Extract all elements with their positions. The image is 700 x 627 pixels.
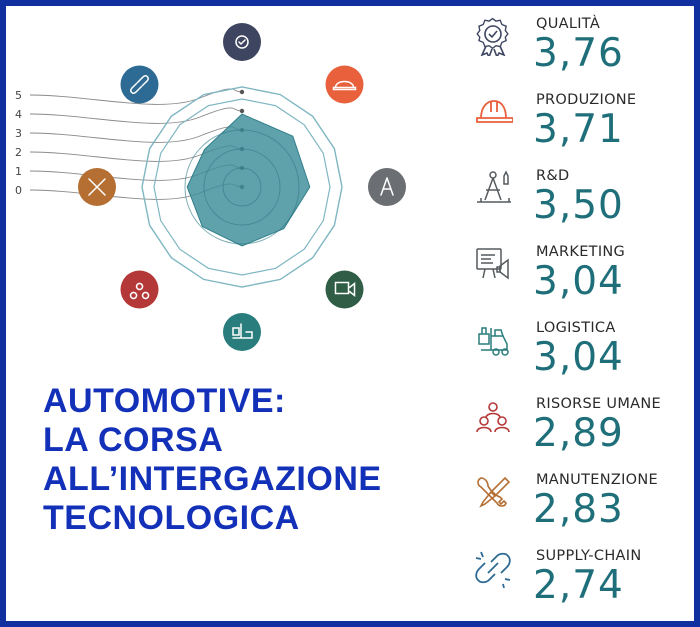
wrench-screwdriver-icon	[477, 476, 511, 508]
metric-produzione: PRODUZIONE 3,71	[473, 88, 688, 164]
headline: AUTOMOTIVE: LA CORSA ALL’INTERGAZIONE TE…	[43, 382, 382, 538]
grid-ring	[203, 148, 281, 226]
people-group-icon	[476, 402, 510, 433]
metric-value: 3,04	[533, 335, 624, 380]
metric-label: PRODUZIONE	[536, 92, 637, 108]
headline-line-1: AUTOMOTIVE:	[43, 382, 286, 420]
metric-manutenzione: MANUTENZIONE 2,83	[473, 468, 688, 544]
hard-hat-icon-glyph	[332, 80, 357, 91]
presentation-megaphone-icon	[476, 248, 509, 280]
tick-label: 1	[15, 165, 22, 178]
metric-logistica: LOGISTICA 3,04	[473, 316, 688, 392]
metric-marketing: MARKETING 3,04	[473, 240, 688, 316]
hard-hat-icon	[476, 100, 513, 123]
headline-line-3: ALL’INTERGAZIONE	[43, 460, 382, 498]
tick-guide-line	[29, 107, 243, 124]
metric-value: 3,50	[533, 183, 624, 228]
metric-value: 3,04	[533, 259, 624, 304]
compass-rocket-icon	[477, 170, 511, 203]
broken-chain-icon	[475, 551, 511, 588]
hard-hat-icon	[325, 65, 364, 104]
metric-value: 3,76	[533, 31, 624, 76]
metric-label: SUPPLY-CHAIN	[536, 548, 642, 564]
metric-label: MANUTENZIONE	[536, 472, 658, 488]
forklift-icon	[223, 313, 261, 351]
metric-value: 2,74	[533, 563, 624, 608]
metric-value: 2,83	[533, 487, 624, 532]
outer-ring	[141, 86, 343, 288]
metric-value: 2,89	[533, 411, 624, 456]
forklift-icon	[478, 327, 509, 356]
tick-point	[239, 89, 245, 95]
broken-chain-icon	[120, 65, 159, 104]
tick-label: 2	[15, 146, 22, 159]
tick-label: 5	[15, 89, 22, 102]
metric-value: 3,71	[533, 107, 624, 152]
metric-label: QUALITÀ	[536, 16, 601, 32]
rosette-check-icon-glyph	[235, 35, 249, 49]
infographic-panel	[6, 6, 694, 621]
broken-chain-icon-glyph	[130, 75, 149, 94]
metric-rd: R&D 3,50	[473, 164, 688, 240]
compass-rocket-icon-glyph	[380, 177, 394, 196]
metric-label: MARKETING	[536, 244, 626, 260]
presentation-megaphone-icon-glyph	[334, 281, 356, 298]
tick-label: 4	[15, 108, 22, 121]
metric-label: LOGISTICA	[536, 320, 616, 336]
people-group-icon-glyph	[129, 282, 150, 300]
metric-label: R&D	[536, 168, 570, 184]
presentation-megaphone-icon	[325, 270, 364, 309]
grid-ring	[184, 129, 300, 245]
metric-qualita: QUALITÀ 3,76	[473, 12, 688, 88]
rosette-check-icon	[476, 17, 509, 56]
forklift-icon-glyph	[232, 323, 253, 339]
tick-label: 3	[15, 127, 22, 140]
metric-supply-chain: SUPPLY-CHAIN 2,74	[473, 544, 688, 620]
headline-line-2: LA CORSA	[43, 421, 224, 459]
tick-guide-line	[29, 88, 243, 105]
headline-line-4: TECNOLOGICA	[43, 499, 300, 537]
grid-ring	[222, 167, 262, 207]
tick-label: 0	[15, 184, 22, 197]
metric-label: RISORSE UMANE	[536, 396, 661, 412]
compass-rocket-icon	[368, 168, 406, 206]
middle-ring	[153, 98, 331, 276]
radar-area	[186, 113, 311, 247]
tick-point	[239, 108, 245, 114]
wrench-screwdriver-icon-glyph	[88, 178, 106, 196]
metric-risorse-umane: RISORSE UMANE 2,89	[473, 392, 688, 468]
